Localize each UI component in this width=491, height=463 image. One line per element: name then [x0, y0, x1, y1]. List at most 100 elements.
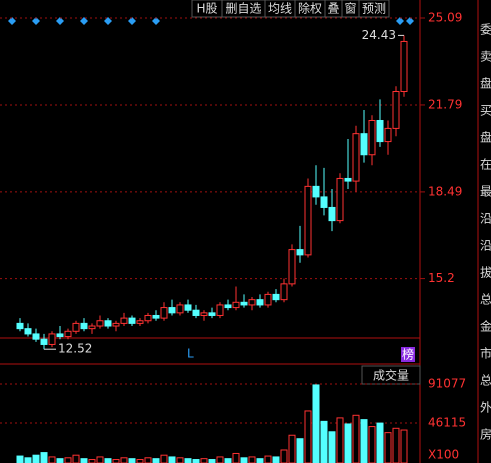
candle-body	[40, 338, 48, 345]
candle-body	[240, 301, 248, 306]
toolbar-button[interactable]: 删自选	[225, 2, 261, 16]
candle-body	[168, 307, 176, 314]
side-label: 沿	[480, 212, 491, 226]
candle-body	[328, 206, 336, 222]
side-label: 金	[480, 319, 491, 334]
candle-body	[24, 328, 32, 335]
volume-bar	[136, 459, 144, 463]
volume-bar	[232, 452, 240, 463]
diamond	[406, 17, 414, 25]
diamond	[56, 17, 64, 25]
candle-body	[120, 317, 128, 324]
volume-bar	[64, 457, 72, 463]
candle-body	[256, 299, 264, 306]
volume-bar	[216, 456, 224, 463]
diamond	[396, 17, 404, 25]
volume-bar	[80, 458, 88, 463]
unit-label: X100	[428, 448, 459, 462]
candle-body	[72, 322, 80, 332]
marker-text: L	[187, 347, 194, 361]
volume-bar	[352, 414, 360, 463]
toolbar-button[interactable]: 预测	[362, 2, 386, 16]
candle-body	[112, 322, 120, 327]
candle-body	[88, 325, 96, 330]
volume-bar	[32, 454, 40, 463]
badge: 榜	[402, 347, 414, 362]
volume-bar	[208, 459, 216, 463]
volume-bar	[360, 419, 368, 463]
volume-bar	[176, 457, 184, 463]
candle-body	[216, 304, 224, 316]
candle-body	[272, 293, 280, 301]
volume-bar	[240, 457, 248, 463]
side-label: 委	[480, 23, 491, 37]
candle-body	[128, 317, 136, 324]
volume-bar	[192, 459, 200, 463]
candle-body	[96, 320, 104, 327]
volume-bar	[72, 454, 80, 463]
volume-bar	[56, 458, 64, 463]
volume-bar	[224, 458, 232, 463]
toolbar-button[interactable]: 叠	[327, 2, 339, 16]
event-markers	[8, 17, 414, 25]
candle-body	[368, 119, 376, 156]
volume-bar	[256, 458, 264, 463]
side-label: 最	[480, 185, 491, 199]
badge-bg	[401, 347, 415, 362]
y-tick-label: 46115	[428, 415, 466, 429]
y-tick-label: 25.09	[428, 11, 462, 25]
side-label: 总	[480, 293, 491, 307]
candle-body	[104, 320, 112, 327]
volume-title: 成交量	[373, 368, 409, 383]
volume-bar	[336, 417, 344, 463]
toolbar-button[interactable]: 均线	[268, 2, 292, 16]
volume-bar	[40, 452, 48, 463]
volume-bar	[264, 455, 272, 463]
y-tick-label: 91077	[428, 377, 466, 391]
volume-bar	[344, 423, 352, 463]
volume-bar	[368, 426, 376, 463]
volume-bar	[400, 429, 408, 463]
toolbar-button[interactable]: H股	[196, 2, 217, 16]
side-label: 总	[480, 374, 491, 388]
toolbar-button[interactable]: 窗	[344, 2, 356, 16]
toolbar-button[interactable]: 除权	[298, 1, 322, 16]
annotation: 12.52	[58, 342, 92, 356]
candle-body	[336, 177, 344, 222]
volume-bar	[104, 458, 112, 463]
candle-body	[32, 333, 40, 340]
volume-bar	[24, 457, 32, 463]
volume-bar	[280, 449, 288, 463]
diamond	[32, 17, 40, 25]
volume-bar	[312, 384, 320, 463]
toolbar-button-bg[interactable]	[358, 0, 390, 18]
volume-bar	[200, 458, 208, 463]
y-tick-label: 18.49	[428, 184, 462, 198]
candle-body	[224, 304, 232, 309]
volume-bar	[48, 456, 56, 463]
volume-bar	[272, 456, 280, 463]
candle-body	[48, 333, 56, 345]
candle-body	[80, 322, 88, 330]
side-label: 拔	[480, 265, 491, 280]
volume-bar	[168, 456, 176, 463]
candle-body	[384, 127, 392, 143]
volume-bar	[296, 438, 304, 463]
diamond	[8, 17, 16, 25]
candle-body	[344, 177, 352, 182]
candle-body	[64, 330, 72, 338]
volume-bar	[152, 458, 160, 463]
candle-body	[208, 312, 216, 316]
volume-bar	[248, 456, 256, 463]
volume-bar	[88, 459, 96, 463]
candle-body	[400, 40, 408, 93]
diamond	[152, 17, 160, 25]
side-label: 沿	[480, 239, 491, 253]
volume-bar	[144, 457, 152, 463]
diamond	[104, 17, 112, 25]
candle-body	[352, 133, 360, 182]
candle-body	[176, 304, 184, 314]
volume-bar	[384, 432, 392, 463]
candle-body	[312, 185, 320, 198]
